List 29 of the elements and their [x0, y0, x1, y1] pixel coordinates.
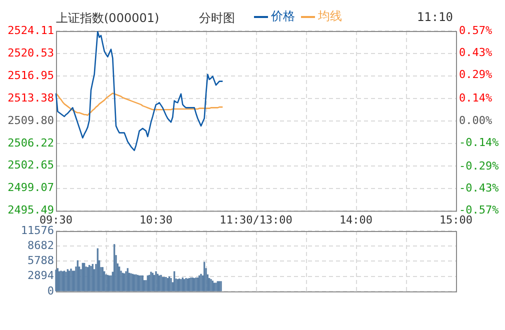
y2-tick-label: -0.29% — [459, 160, 500, 172]
y2-tick-label: -0.14% — [459, 136, 500, 149]
y-tick-label: 0 — [47, 284, 54, 298]
y2-tick-label: 0.43% — [459, 46, 492, 59]
y-tick-label: 11576 — [20, 224, 54, 237]
text: 11:10 — [416, 10, 453, 24]
x-tick-label: 14:00 — [339, 213, 373, 226]
y-tick-label: 2513.38 — [8, 91, 54, 104]
y2-tick-label: 0.57% — [459, 24, 492, 37]
y-tick-label: 2502.65 — [8, 158, 54, 172]
y2-tick-label: -0.43% — [459, 182, 500, 195]
x-tick-label: 10:30 — [139, 213, 173, 226]
chart-title: 上证指数(000001) — [56, 10, 160, 27]
x-tick-label: 11:30/13:00 — [220, 213, 292, 226]
y-tick-label: 2509.80 — [8, 114, 54, 127]
y-tick-label: 8682 — [28, 238, 54, 252]
y-tick-label: 2499.07 — [8, 181, 54, 194]
legend-label: 均线 — [317, 8, 342, 25]
y-tick-label: 2894 — [28, 269, 54, 282]
chart-subtitle: 分时图 — [199, 10, 235, 27]
legend-label: 价格 — [270, 8, 295, 25]
y-tick-label: 2506.22 — [8, 136, 54, 150]
y2-tick-label: 0.00% — [459, 114, 492, 127]
y-tick-label: 2524.11 — [8, 24, 54, 37]
y-tick-label: 2516.95 — [8, 68, 54, 82]
y2-tick-label: 0.14% — [459, 92, 492, 105]
y2-tick-label: 0.29% — [459, 68, 492, 82]
y-tick-label: 2520.53 — [8, 46, 54, 60]
y-tick-label: 5788 — [28, 254, 54, 268]
